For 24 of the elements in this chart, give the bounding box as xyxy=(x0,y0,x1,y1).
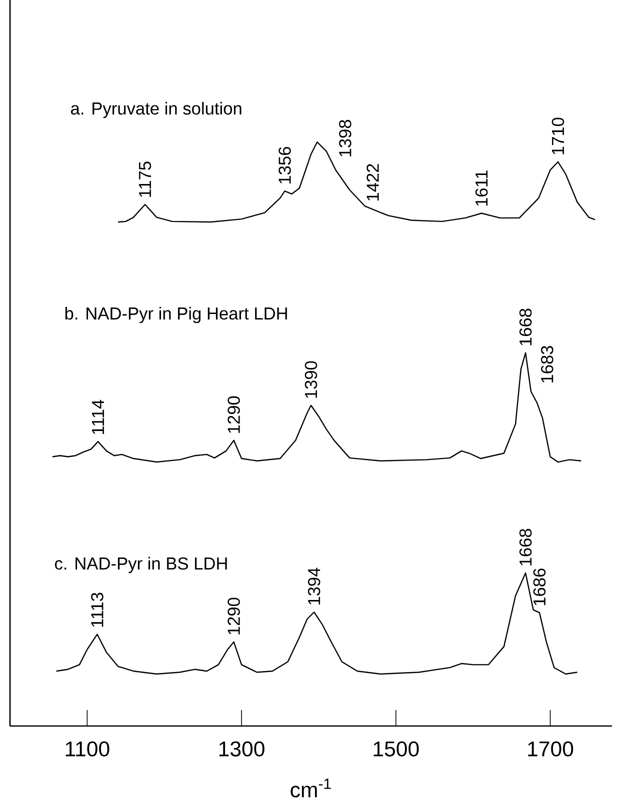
annotation: 1114 xyxy=(92,400,104,434)
x-tick-label: 1300 xyxy=(219,741,264,756)
x-axis-title: cm$^{-1}$ xyxy=(290,778,331,798)
annotation: 1686 xyxy=(533,568,546,606)
x-tick-label: 1700 xyxy=(528,741,574,756)
annotation: 1356 xyxy=(278,146,291,184)
annotation: 1668 xyxy=(519,308,532,346)
annotation: 1175 xyxy=(139,162,152,197)
annotation: 1398 xyxy=(339,120,352,156)
annotation: 1113 xyxy=(91,592,104,627)
annotation: b. NAD-Pyr in Pig Heart LDH xyxy=(65,306,287,324)
x-tick-label: 1500 xyxy=(374,741,419,756)
x-tick-label: 1100 xyxy=(66,741,110,756)
annotation: 1290 xyxy=(228,396,240,433)
annotation: 1683 xyxy=(540,346,554,382)
annotation: 1611 xyxy=(475,170,488,206)
text: a. Pyruvate in solution xyxy=(71,102,242,118)
annotation: 1290 xyxy=(228,598,240,634)
annotation: c. NAD-Pyr in BS LDH xyxy=(54,556,227,574)
annotation: 1668 xyxy=(519,528,532,566)
annotation: 1710 xyxy=(552,118,564,154)
annotation: 1422 xyxy=(366,164,379,200)
annotation: 1394 xyxy=(308,568,320,605)
annotation: 1390 xyxy=(304,361,318,398)
